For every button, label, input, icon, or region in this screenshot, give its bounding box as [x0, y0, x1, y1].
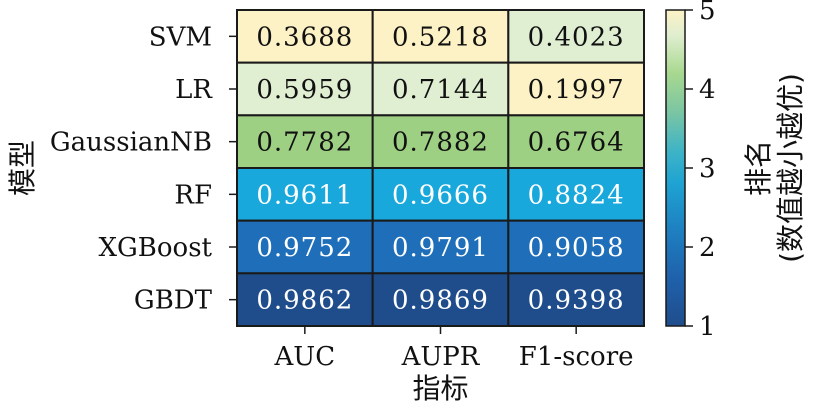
cell-value-label: 0.9058: [528, 233, 625, 263]
colorbar-tick-label: 2: [699, 233, 716, 263]
heatmap-cell: [507, 272, 646, 328]
cell-value-label: 0.1997: [528, 75, 625, 105]
cell-value-label: 0.6764: [528, 128, 625, 158]
heatmap-cell: [371, 114, 510, 170]
row-label: SVM: [149, 22, 212, 52]
row-labels: SVM LR GaussianNB RF XGBoost GBDT: [50, 22, 237, 316]
cell-value-label: 0.7782: [256, 128, 353, 158]
colorbar-tick-label: 1: [699, 312, 716, 342]
heatmap-cells: 0.3688 0.5218 0.4023 0.5959 0.7144 0.1997 0.77…: [236, 9, 646, 328]
cell-value-label: 0.4023: [528, 22, 625, 52]
colorbar-title-line1: 排名: [742, 140, 775, 196]
heatmap-cell: [507, 167, 646, 222]
column-labels: AUC AUPR F1-score: [274, 326, 634, 372]
colorbar-tick-label: 5: [699, 0, 716, 26]
colorbar: 1 2 3 4 5 排名 (数值越小越优): [665, 0, 807, 342]
colorbar-tick-label: 4: [699, 75, 716, 105]
cell-value-label: 0.5218: [392, 22, 489, 52]
colorbar-title-line2: (数值越小越优): [774, 73, 807, 263]
cell-value-label: 0.9752: [256, 233, 353, 263]
row-label: RF: [174, 180, 212, 210]
column-label: AUC: [274, 342, 336, 372]
column-label: AUPR: [401, 342, 481, 372]
cell-value-label: 0.9666: [392, 180, 489, 210]
cell-value-label: 0.9398: [528, 286, 625, 316]
cell-value-label: 0.9791: [392, 233, 489, 263]
row-label: GaussianNB: [50, 128, 212, 158]
heatmap-cell: [507, 61, 646, 117]
cell-value-label: 0.9611: [256, 180, 353, 210]
cell-value-label: 0.5959: [256, 75, 353, 105]
cell-value-label: 0.7144: [392, 75, 489, 105]
colorbar-tick-label: 3: [699, 154, 716, 184]
row-label: XGBoost: [99, 233, 213, 263]
y-axis-title: 模型: [6, 140, 39, 196]
heatmap-cell: [371, 9, 510, 64]
heatmap-cell: [371, 219, 510, 275]
x-axis-title: 指标: [412, 372, 468, 405]
cell-value-label: 0.9869: [392, 286, 489, 316]
heatmap-cell: [371, 272, 510, 328]
heatmap-cell: [236, 167, 374, 222]
colorbar-gradient: [665, 9, 686, 327]
cell-value-label: 0.9862: [256, 286, 353, 316]
row-label: LR: [175, 75, 213, 105]
column-label: F1-score: [519, 342, 634, 372]
cell-value-label: 0.3688: [256, 22, 353, 52]
cell-value-label: 0.7882: [392, 128, 489, 158]
cell-value-label: 0.8824: [528, 180, 625, 210]
row-label: GBDT: [134, 286, 213, 316]
